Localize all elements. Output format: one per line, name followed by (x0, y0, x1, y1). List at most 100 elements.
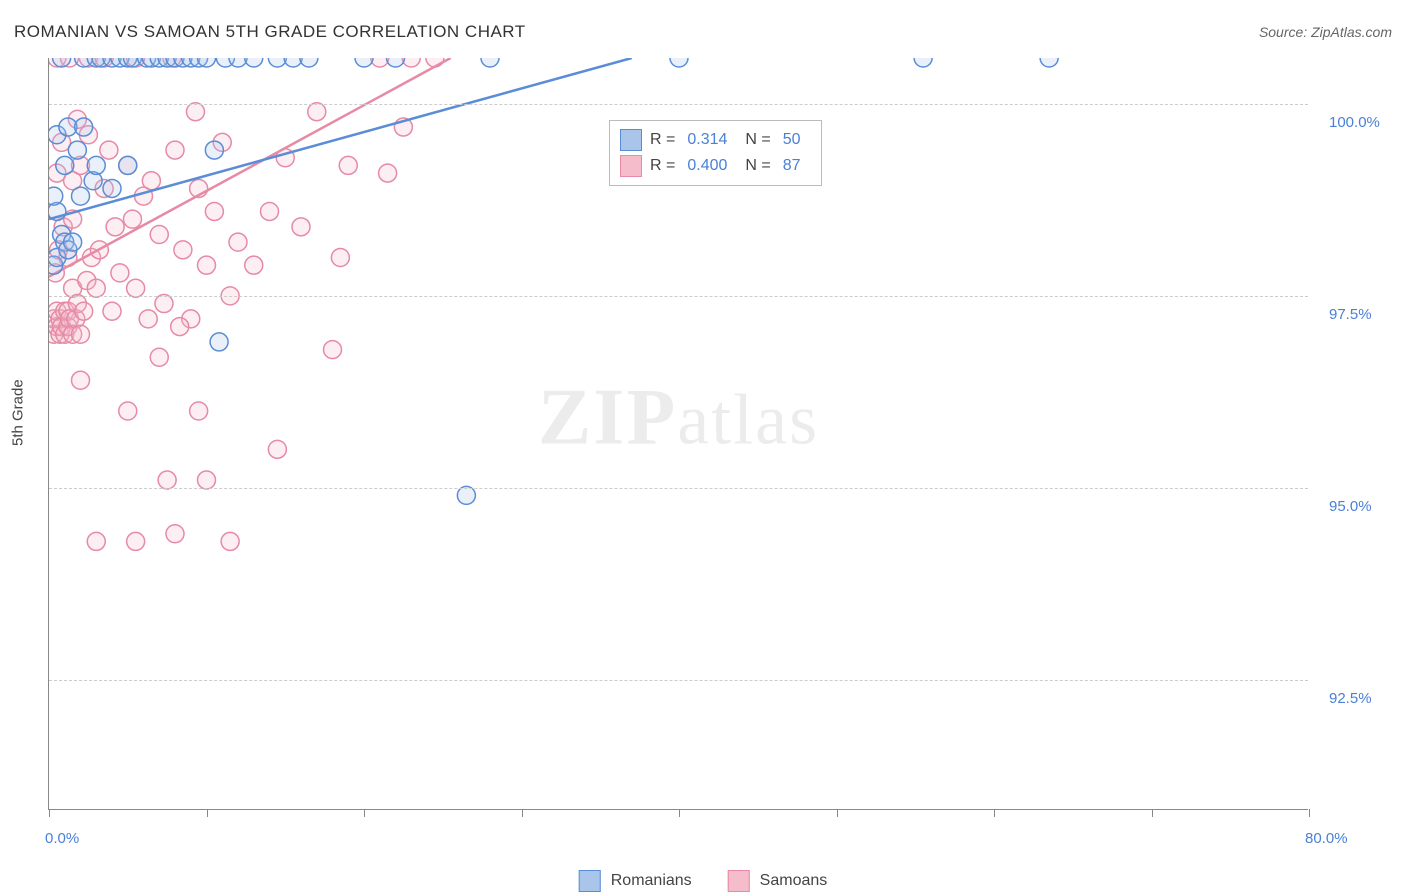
x-tick-label: 0.0% (45, 830, 79, 847)
data-point[interactable] (75, 118, 93, 136)
data-point[interactable] (119, 156, 137, 174)
data-point[interactable] (87, 279, 105, 297)
x-tick (1152, 809, 1153, 817)
data-point[interactable] (324, 341, 342, 359)
data-point[interactable] (72, 325, 90, 343)
x-tick-label: 80.0% (1305, 830, 1348, 847)
data-point[interactable] (111, 264, 129, 282)
watermark-zip: ZIP (538, 374, 677, 462)
data-point[interactable] (87, 532, 105, 550)
data-point[interactable] (268, 440, 286, 458)
data-point[interactable] (308, 103, 326, 121)
data-point[interactable] (49, 187, 63, 205)
series-legend: Romanians Samoans (579, 870, 828, 892)
x-tick (364, 809, 365, 817)
data-point[interactable] (127, 279, 145, 297)
data-point[interactable] (914, 58, 932, 67)
swatch-romanians (620, 129, 642, 151)
data-point[interactable] (190, 402, 208, 420)
x-tick (522, 809, 523, 817)
watermark-atlas: atlas (677, 380, 819, 460)
data-point[interactable] (229, 233, 247, 251)
data-point[interactable] (174, 241, 192, 259)
swatch-romanians-icon (579, 870, 601, 892)
trend-line (49, 58, 632, 219)
data-point[interactable] (300, 58, 318, 67)
y-tick-label: 95.0% (1329, 498, 1372, 515)
data-point[interactable] (379, 164, 397, 182)
data-point[interactable] (292, 218, 310, 236)
data-point[interactable] (481, 58, 499, 67)
data-point[interactable] (387, 58, 405, 67)
plot-area: ZIPatlas R = 0.314 N = 50 R = 0.400 N = … (48, 58, 1308, 810)
y-tick-label: 92.5% (1329, 690, 1372, 707)
r-value-romanians: 0.314 (687, 131, 727, 149)
data-point[interactable] (150, 348, 168, 366)
r-label: R = (650, 131, 675, 149)
data-point[interactable] (56, 156, 74, 174)
data-point[interactable] (103, 179, 121, 197)
data-point[interactable] (355, 58, 373, 67)
legend-item-samoans[interactable]: Samoans (728, 870, 828, 892)
data-point[interactable] (210, 333, 228, 351)
data-point[interactable] (670, 58, 688, 67)
gridline (49, 488, 1308, 489)
data-point[interactable] (142, 172, 160, 190)
data-point[interactable] (339, 156, 357, 174)
data-point[interactable] (245, 256, 263, 274)
data-point[interactable] (171, 318, 189, 336)
data-point[interactable] (139, 310, 157, 328)
watermark: ZIPatlas (538, 373, 819, 464)
x-tick (994, 809, 995, 817)
data-point[interactable] (72, 371, 90, 389)
data-point[interactable] (331, 249, 349, 267)
data-point[interactable] (155, 295, 173, 313)
gridline (49, 104, 1308, 105)
legend-row-romanians: R = 0.314 N = 50 (620, 127, 811, 153)
r-label: R = (650, 157, 675, 175)
data-point[interactable] (186, 103, 204, 121)
data-point[interactable] (150, 225, 168, 243)
gridline (49, 680, 1308, 681)
legend-label-romanians: Romanians (611, 872, 692, 890)
data-point[interactable] (1040, 58, 1058, 67)
n-label: N = (745, 157, 770, 175)
y-tick-label: 100.0% (1329, 114, 1380, 131)
data-point[interactable] (166, 141, 184, 159)
legend-item-romanians[interactable]: Romanians (579, 870, 692, 892)
data-point[interactable] (198, 471, 216, 489)
data-point[interactable] (245, 58, 263, 67)
correlation-legend: R = 0.314 N = 50 R = 0.400 N = 87 (609, 120, 822, 186)
data-point[interactable] (205, 202, 223, 220)
data-point[interactable] (64, 233, 82, 251)
data-point[interactable] (106, 218, 124, 236)
data-point[interactable] (127, 532, 145, 550)
data-point[interactable] (75, 302, 93, 320)
gridline (49, 296, 1308, 297)
x-tick (837, 809, 838, 817)
source-attribution: Source: ZipAtlas.com (1259, 24, 1392, 40)
x-tick (1309, 809, 1310, 817)
data-point[interactable] (261, 202, 279, 220)
data-point[interactable] (158, 471, 176, 489)
data-point[interactable] (100, 141, 118, 159)
x-tick (49, 809, 50, 817)
legend-row-samoans: R = 0.400 N = 87 (620, 153, 811, 179)
data-point[interactable] (457, 486, 475, 504)
data-point[interactable] (166, 525, 184, 543)
data-point[interactable] (72, 187, 90, 205)
data-point[interactable] (123, 210, 141, 228)
source-prefix: Source: (1259, 24, 1311, 40)
data-point[interactable] (119, 402, 137, 420)
data-point[interactable] (87, 156, 105, 174)
swatch-samoans-icon (728, 870, 750, 892)
data-point[interactable] (198, 256, 216, 274)
n-label: N = (745, 131, 770, 149)
data-point[interactable] (103, 302, 121, 320)
data-point[interactable] (68, 141, 86, 159)
legend-label-samoans: Samoans (760, 872, 828, 890)
chart-title: ROMANIAN VS SAMOAN 5TH GRADE CORRELATION… (14, 22, 526, 42)
data-point[interactable] (221, 532, 239, 550)
x-tick (207, 809, 208, 817)
data-point[interactable] (205, 141, 223, 159)
